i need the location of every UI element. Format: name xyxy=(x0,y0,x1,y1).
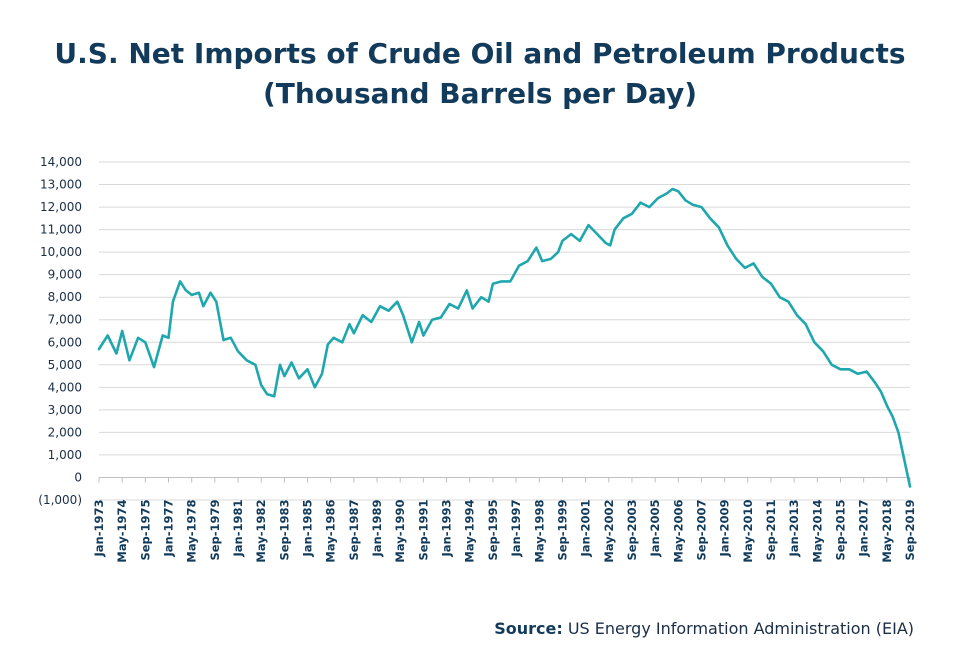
y-tick-label: 13,000 xyxy=(40,178,82,192)
source-label: Source: xyxy=(494,619,563,638)
x-tick-label: Jan-2009 xyxy=(718,499,732,557)
x-tick-label: May-1986 xyxy=(324,499,338,562)
x-tick-label: May-1990 xyxy=(393,499,407,562)
plot-area xyxy=(97,187,912,488)
chart-title: U.S. Net Imports of Crude Oil and Petrol… xyxy=(0,34,960,114)
x-axis: Jan-1973 May-1974 Sep-1975 Jan-1977 May-1978… xyxy=(92,476,917,563)
x-tick-label: May-1998 xyxy=(532,499,546,562)
x-tick-label: May-2006 xyxy=(671,499,685,562)
net-imports-series-line xyxy=(97,187,912,488)
gridlines xyxy=(99,161,910,501)
y-axis: 14,000 13,000 12,000 11,000 10,000 9,000 8,000… xyxy=(38,155,82,507)
y-tick-label: 9,000 xyxy=(48,268,82,282)
y-tick-label: 3,000 xyxy=(48,403,82,417)
x-tick-label: May-1974 xyxy=(115,499,129,562)
x-tick-label: May-2018 xyxy=(880,499,894,562)
x-tick-label: Sep-1991 xyxy=(416,499,430,560)
x-tick-label: Jan-1981 xyxy=(231,499,245,557)
y-tick-label: 14,000 xyxy=(40,155,82,169)
y-tick-label: 10,000 xyxy=(40,245,82,259)
x-tick-label: May-2002 xyxy=(602,499,616,562)
y-tick-label: 0 xyxy=(74,470,82,484)
source-note: Source: US Energy Information Administra… xyxy=(494,619,914,638)
x-tick-label: May-2010 xyxy=(741,499,755,562)
source-text: US Energy Information Administration (EI… xyxy=(562,619,914,638)
chart-title-line-2: (Thousand Barrels per Day) xyxy=(262,77,698,110)
x-tick-label: Jan-1985 xyxy=(301,499,315,557)
x-tick-label: Sep-2007 xyxy=(694,499,708,560)
x-tick-label: Sep-1983 xyxy=(277,499,291,560)
x-tick-label: Sep-2011 xyxy=(764,499,778,560)
x-tick-label: Sep-2015 xyxy=(833,499,847,560)
x-tick-label: Sep-1975 xyxy=(138,499,152,560)
y-tick-label: 6,000 xyxy=(48,335,82,349)
x-tick-label: Jan-1973 xyxy=(92,499,106,557)
x-tick-label: Jan-1997 xyxy=(509,499,523,557)
y-tick-label: 5,000 xyxy=(48,358,82,372)
y-tick-label: 11,000 xyxy=(40,223,82,237)
x-tick-label: May-1982 xyxy=(254,499,268,562)
x-tick-label: May-2014 xyxy=(810,499,824,562)
x-tick-label: Jan-2005 xyxy=(648,499,662,557)
y-tick-label: 2,000 xyxy=(48,425,82,439)
x-tick-label: Sep-2003 xyxy=(625,499,639,560)
y-tick-label: 4,000 xyxy=(48,380,82,394)
y-tick-label: 8,000 xyxy=(48,290,82,304)
y-tick-label: 1,000 xyxy=(48,448,82,462)
x-tick-label: Sep-2019 xyxy=(903,499,917,560)
x-tick-label: Jan-2013 xyxy=(787,499,801,557)
x-tick-label: Sep-1979 xyxy=(208,499,222,560)
y-tick-label: 7,000 xyxy=(48,313,82,327)
x-tick-label: Jan-1993 xyxy=(440,499,454,557)
x-tick-label: Sep-1987 xyxy=(347,499,361,560)
x-tick-label: Jan-1989 xyxy=(370,499,384,557)
x-tick-label: Jan-2017 xyxy=(857,499,871,557)
y-tick-label: 12,000 xyxy=(40,200,82,214)
x-tick-label: Sep-1995 xyxy=(486,499,500,560)
x-tick-label: Sep-1999 xyxy=(555,499,569,560)
y-tick-label: (1,000) xyxy=(38,493,82,507)
x-tick-label: Jan-2001 xyxy=(579,499,593,557)
chart-title-line-1: U.S. Net Imports of Crude Oil and Petrol… xyxy=(54,37,906,70)
x-tick-label: Jan-1977 xyxy=(162,499,176,557)
x-tick-label: May-1978 xyxy=(185,499,199,562)
x-tick-label: May-1994 xyxy=(463,499,477,562)
